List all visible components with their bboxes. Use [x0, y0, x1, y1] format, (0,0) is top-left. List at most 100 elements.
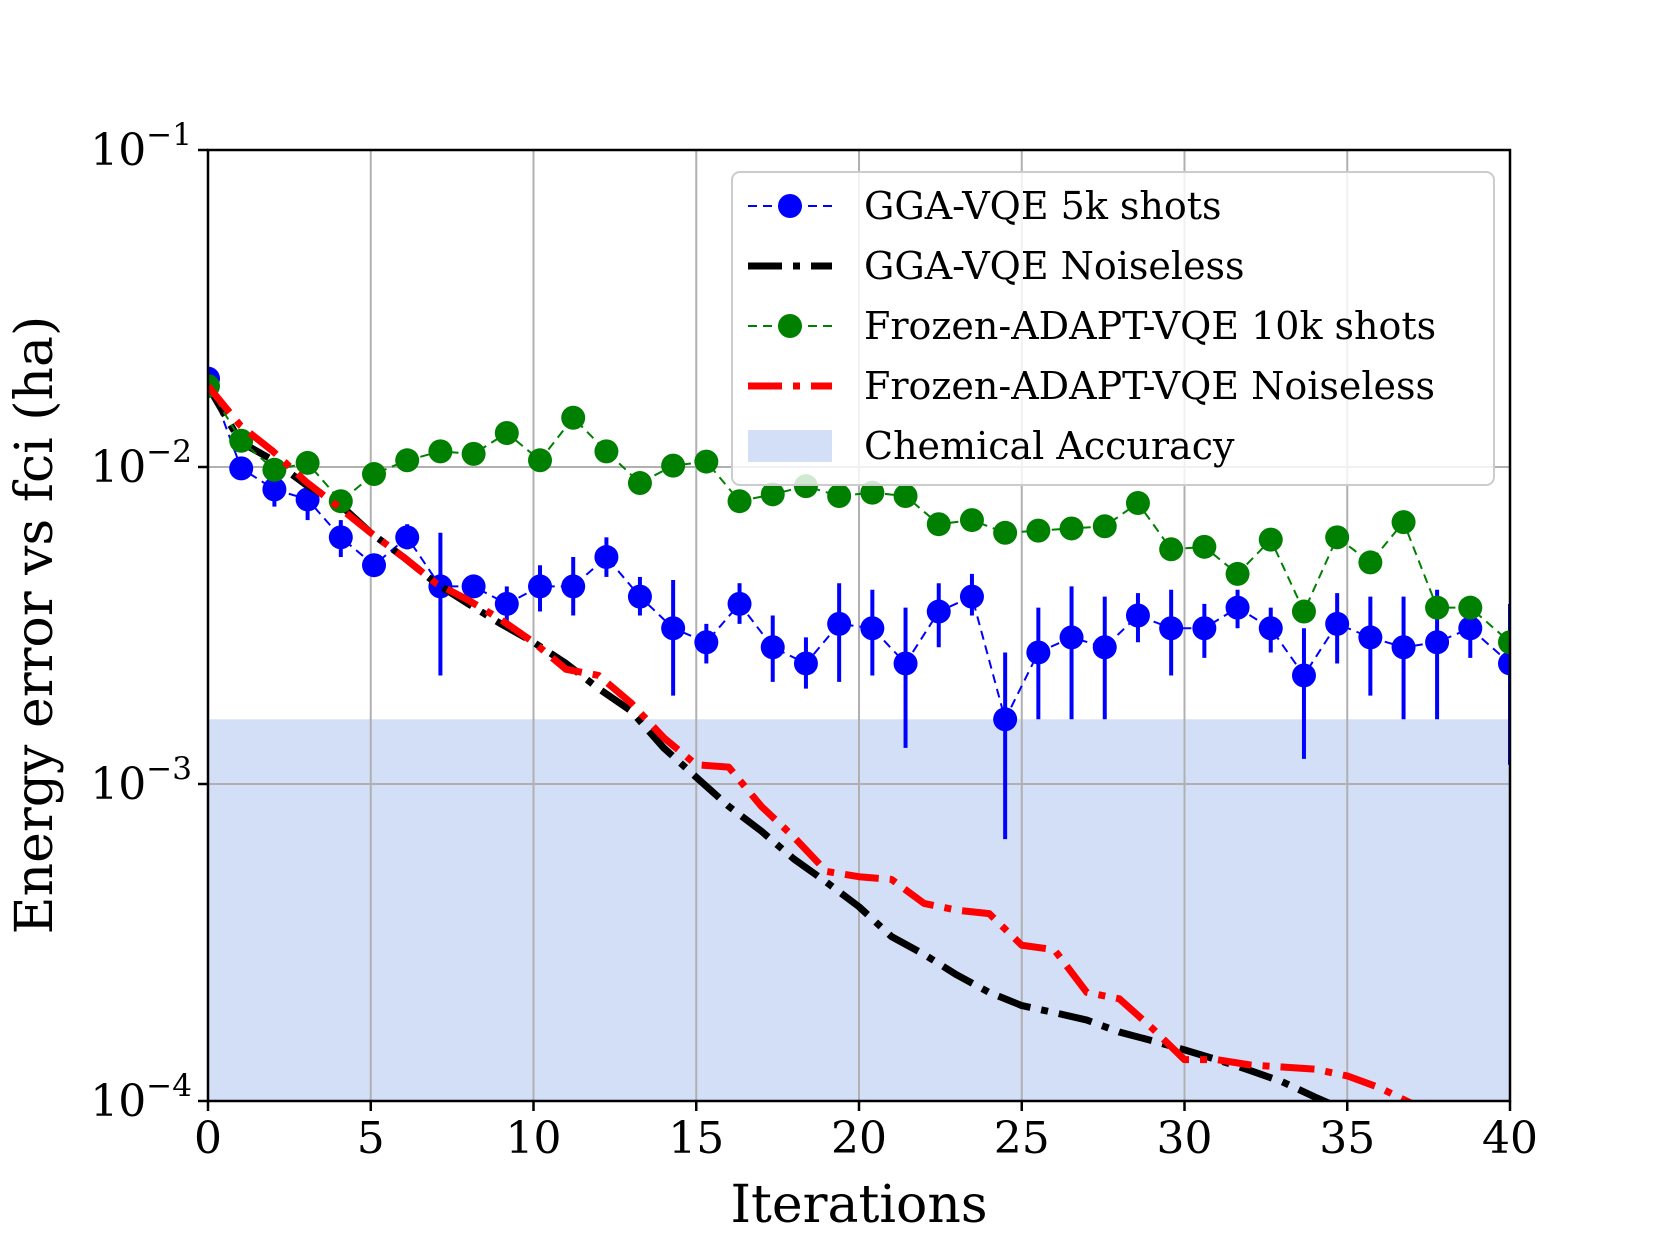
legend-box [731, 171, 1495, 486]
data-point [494, 591, 519, 616]
data-point [627, 471, 652, 496]
legend: GGA-VQE 5k shots GGA-VQE Noiseless Frozen-… [731, 171, 1495, 486]
legend-label: Frozen-ADAPT-VQE Noiseless [864, 364, 1435, 408]
x-tick-label: 40 [1482, 1113, 1538, 1164]
x-tick-label: 30 [1157, 1113, 1213, 1164]
legend-label: GGA-VQE Noiseless [864, 244, 1245, 288]
data-point [395, 448, 420, 473]
x-tick-label: 10 [506, 1113, 562, 1164]
y-tick-exponent: −3 [146, 751, 192, 787]
series-gga-vqe-5k-shots [208, 366, 1510, 840]
data-point [262, 477, 287, 502]
data-point [694, 630, 719, 655]
data-point [1125, 490, 1150, 515]
x-tick-label: 15 [668, 1113, 724, 1164]
x-axis-label: Iterations [730, 1175, 987, 1235]
data-point [993, 520, 1018, 545]
y-tick-base: 10 [90, 759, 146, 810]
data-point [229, 456, 254, 481]
legend-handle-patch [748, 430, 832, 462]
series-frozen-adapt-vqe-10k-shots [208, 374, 1510, 655]
data-point [262, 457, 287, 482]
data-point [561, 405, 586, 430]
data-point [661, 616, 686, 641]
data-point [1225, 561, 1250, 586]
y-tick-exponent: −4 [146, 1068, 192, 1104]
data-point [1059, 516, 1084, 541]
data-point [1192, 534, 1217, 559]
data-point [428, 439, 453, 464]
data-point [1498, 651, 1510, 676]
y-tick-base: 10 [90, 442, 146, 493]
data-point [760, 635, 785, 660]
data-point [1258, 616, 1283, 641]
data-point [528, 448, 553, 473]
data-point [893, 484, 918, 509]
y-tick-exponent: −1 [146, 117, 192, 153]
legend-label: Frozen-ADAPT-VQE 10k shots [864, 304, 1436, 348]
data-point [1092, 514, 1117, 539]
series-line [208, 385, 1510, 644]
y-tick-label: 10−4 [90, 1068, 192, 1127]
data-point [229, 428, 254, 453]
data-point [959, 584, 984, 609]
data-point [461, 574, 486, 599]
data-point [793, 651, 818, 676]
data-point [1059, 625, 1084, 650]
data-point [926, 512, 951, 537]
data-point [1026, 640, 1051, 665]
y-tick-label: 10−2 [90, 434, 192, 493]
data-point [1192, 616, 1217, 641]
data-point [561, 574, 586, 599]
data-point [1159, 537, 1184, 562]
data-point [1391, 635, 1416, 660]
data-point [461, 441, 486, 466]
data-point [1358, 625, 1383, 650]
data-point [860, 616, 885, 641]
data-point [1358, 550, 1383, 575]
series-frozen-adapt-vqe-noiseless [208, 383, 1415, 1101]
data-point [727, 489, 752, 514]
data-point [594, 545, 619, 570]
y-axis-label: Energy error vs fci (ha) [5, 316, 65, 935]
data-point [760, 482, 785, 507]
data-point [1026, 518, 1051, 543]
data-point [295, 487, 320, 512]
data-point [993, 707, 1018, 732]
data-point [926, 599, 951, 624]
data-point [594, 439, 619, 464]
data-point [1225, 595, 1250, 620]
data-point [1291, 599, 1316, 624]
x-tick-label: 0 [194, 1113, 222, 1164]
data-point [893, 651, 918, 676]
data-point [1325, 611, 1350, 636]
data-point [1092, 635, 1117, 660]
data-point [1425, 595, 1450, 620]
y-tick-label: 10−3 [90, 751, 192, 810]
data-point [959, 508, 984, 533]
legend-label: GGA-VQE 5k shots [864, 184, 1222, 228]
series-line [208, 383, 1415, 1101]
y-tick-base: 10 [90, 125, 146, 176]
data-point [1325, 525, 1350, 550]
y-tick-exponent: −2 [146, 434, 192, 470]
data-point [827, 611, 852, 636]
data-point [328, 489, 353, 514]
data-point [1458, 616, 1483, 641]
y-tick-label: 10−1 [90, 117, 192, 176]
series-line [208, 378, 1510, 723]
data-point [1125, 603, 1150, 628]
data-point [727, 591, 752, 616]
data-point [494, 421, 519, 446]
y-tick-base: 10 [90, 1076, 146, 1127]
data-point [1391, 510, 1416, 535]
legend-handle-marker [778, 314, 802, 338]
x-tick-label: 25 [994, 1113, 1050, 1164]
data-point [627, 584, 652, 609]
x-tick-label: 5 [357, 1113, 385, 1164]
data-point [694, 449, 719, 474]
legend-handle-marker [778, 194, 802, 218]
data-point [1498, 630, 1510, 655]
